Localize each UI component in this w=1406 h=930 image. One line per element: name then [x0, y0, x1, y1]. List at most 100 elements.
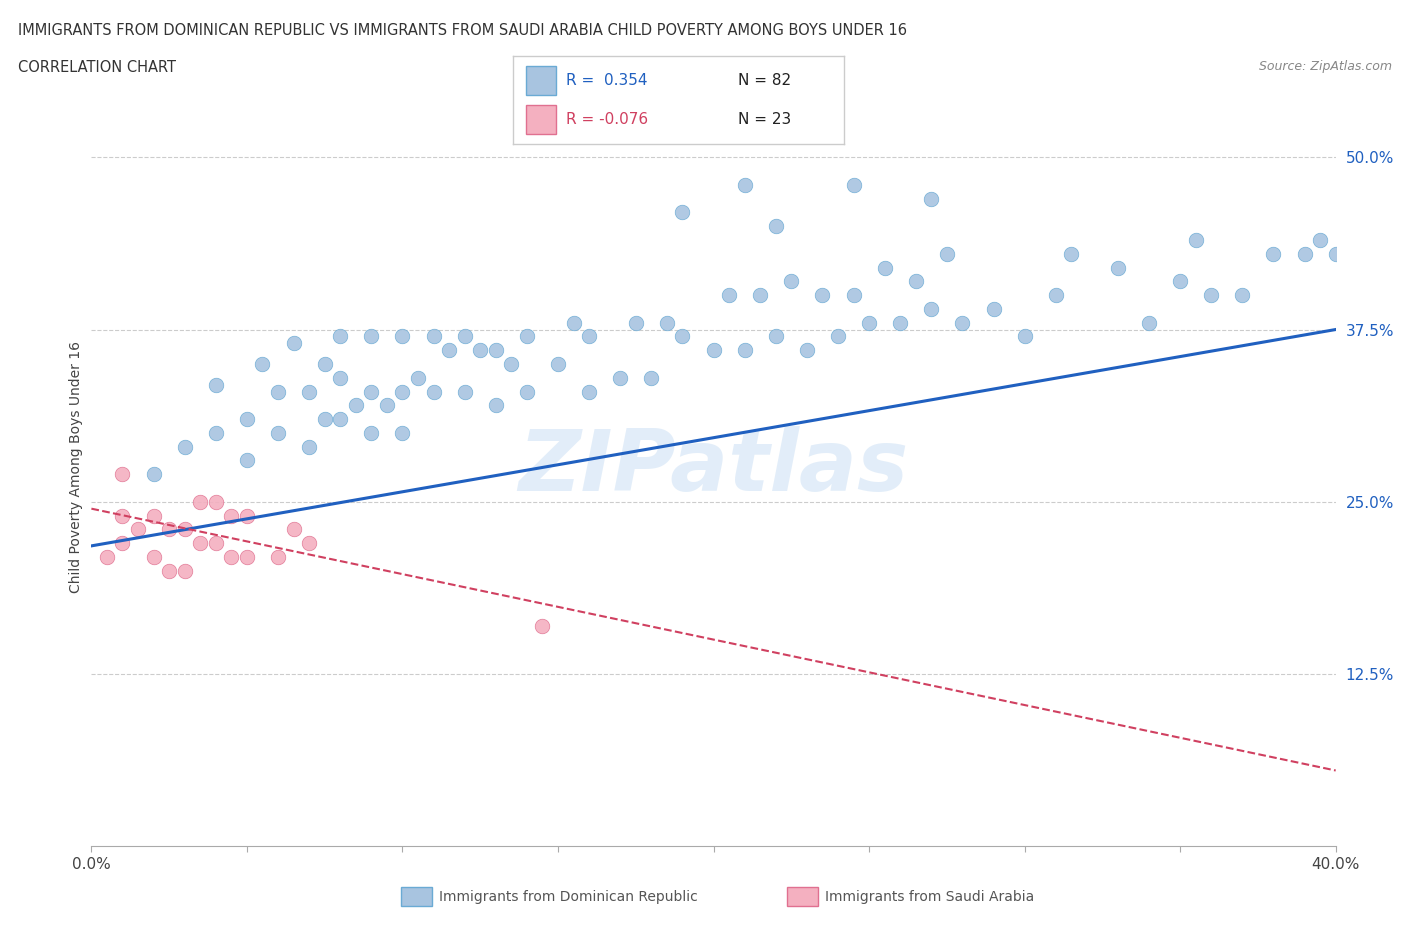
Text: Immigrants from Saudi Arabia: Immigrants from Saudi Arabia — [825, 889, 1035, 904]
Text: R =  0.354: R = 0.354 — [567, 73, 648, 88]
Text: CORRELATION CHART: CORRELATION CHART — [18, 60, 176, 75]
Point — [406, 370, 429, 385]
Point — [205, 536, 228, 551]
Point — [111, 467, 134, 482]
Point — [842, 178, 865, 193]
Point — [111, 536, 134, 551]
Point — [111, 508, 134, 523]
Point — [796, 343, 818, 358]
Point — [749, 287, 772, 302]
Point — [1137, 315, 1160, 330]
Point — [453, 384, 475, 399]
Text: N = 23: N = 23 — [738, 112, 792, 126]
Point — [1294, 246, 1316, 261]
Point — [391, 329, 413, 344]
Point — [391, 425, 413, 440]
Point — [858, 315, 880, 330]
Point — [267, 384, 290, 399]
Point — [205, 378, 228, 392]
Point — [329, 370, 352, 385]
Point — [173, 564, 195, 578]
Point — [329, 329, 352, 344]
Point — [983, 301, 1005, 316]
Point — [298, 384, 321, 399]
Point — [1168, 273, 1191, 288]
Point — [157, 522, 180, 537]
Point — [267, 425, 290, 440]
Point — [344, 398, 367, 413]
Point — [1060, 246, 1083, 261]
Point — [671, 205, 693, 219]
Point — [127, 522, 149, 537]
Point — [531, 618, 554, 633]
Point — [1107, 260, 1129, 275]
Point — [935, 246, 957, 261]
Point — [950, 315, 973, 330]
Point — [1263, 246, 1285, 261]
Point — [298, 439, 321, 454]
Point — [873, 260, 896, 275]
Point — [375, 398, 398, 413]
Point — [205, 495, 228, 510]
Text: IMMIGRANTS FROM DOMINICAN REPUBLIC VS IMMIGRANTS FROM SAUDI ARABIA CHILD POVERTY: IMMIGRANTS FROM DOMINICAN REPUBLIC VS IM… — [18, 23, 907, 38]
Point — [283, 336, 305, 351]
Text: ZIPatlas: ZIPatlas — [519, 426, 908, 509]
Point — [470, 343, 492, 358]
Point — [1309, 232, 1331, 247]
Point — [734, 343, 756, 358]
Text: N = 82: N = 82 — [738, 73, 792, 88]
Point — [422, 384, 444, 399]
Point — [360, 425, 382, 440]
Point — [437, 343, 460, 358]
Point — [485, 343, 508, 358]
Point — [765, 219, 787, 233]
Point — [267, 550, 290, 565]
Point — [655, 315, 678, 330]
Point — [236, 453, 259, 468]
Point — [889, 315, 911, 330]
Bar — [526, 105, 557, 134]
Point — [157, 564, 180, 578]
Point — [252, 356, 274, 371]
Text: Immigrants from Dominican Republic: Immigrants from Dominican Republic — [439, 889, 697, 904]
Point — [609, 370, 631, 385]
Point — [453, 329, 475, 344]
Text: Source: ZipAtlas.com: Source: ZipAtlas.com — [1258, 60, 1392, 73]
Y-axis label: Child Poverty Among Boys Under 16: Child Poverty Among Boys Under 16 — [69, 341, 83, 593]
Bar — [526, 66, 557, 95]
Point — [920, 301, 942, 316]
Point — [671, 329, 693, 344]
Point — [1232, 287, 1254, 302]
Point — [142, 467, 165, 482]
Point — [1201, 287, 1223, 302]
Point — [236, 508, 259, 523]
Point — [1014, 329, 1036, 344]
Point — [173, 439, 195, 454]
Point — [360, 329, 382, 344]
Point — [142, 550, 165, 565]
Point — [578, 384, 600, 399]
Point — [780, 273, 803, 288]
Point — [422, 329, 444, 344]
Point — [562, 315, 585, 330]
Point — [842, 287, 865, 302]
Point — [624, 315, 647, 330]
Point — [173, 522, 195, 537]
Point — [96, 550, 118, 565]
Point — [188, 495, 211, 510]
Point — [516, 329, 538, 344]
Point — [640, 370, 662, 385]
Point — [205, 425, 228, 440]
Point — [547, 356, 569, 371]
Point — [920, 192, 942, 206]
Point — [314, 412, 336, 427]
Point — [314, 356, 336, 371]
Point — [1045, 287, 1067, 302]
Point — [827, 329, 849, 344]
Text: R = -0.076: R = -0.076 — [567, 112, 648, 126]
Point — [1184, 232, 1206, 247]
Point — [734, 178, 756, 193]
Point — [485, 398, 508, 413]
Point — [360, 384, 382, 399]
Point — [516, 384, 538, 399]
